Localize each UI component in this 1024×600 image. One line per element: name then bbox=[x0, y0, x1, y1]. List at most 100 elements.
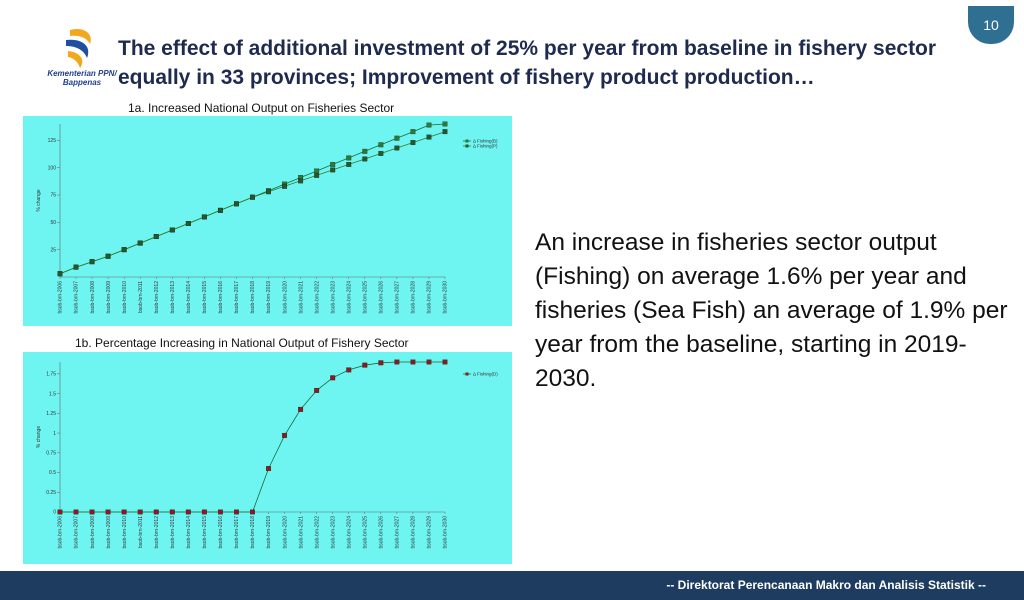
data-point bbox=[330, 375, 336, 381]
x-tick-label: bsob-brn-2021 bbox=[298, 281, 304, 314]
x-tick-label: bsob-brn-2024 bbox=[346, 516, 352, 549]
data-point bbox=[217, 509, 223, 515]
data-point bbox=[153, 234, 159, 240]
legend-marker bbox=[465, 139, 469, 143]
data-point bbox=[442, 121, 448, 127]
x-tick-label: bsob-brn-2020 bbox=[282, 516, 288, 549]
y-tick-label: 1.75 bbox=[46, 372, 56, 378]
y-tick-label: 0.25 bbox=[46, 490, 56, 496]
data-point bbox=[73, 509, 79, 515]
data-point bbox=[314, 168, 320, 174]
chart-1a-panel: 25 50 75 100 125 % change bsob-brn-2006 bsob-br… bbox=[23, 116, 512, 326]
legend-marker bbox=[465, 372, 469, 376]
data-point bbox=[442, 359, 448, 365]
y-tick-label: 75 bbox=[50, 193, 56, 199]
data-point bbox=[410, 140, 416, 146]
x-tick-label: bsob-brn-2028 bbox=[411, 281, 417, 314]
y-axis-label: % change bbox=[36, 189, 42, 211]
x-tick-label: bsob-brn-2009 bbox=[106, 516, 112, 549]
data-point bbox=[330, 167, 336, 173]
data-point bbox=[201, 509, 207, 515]
summary-text: An increase in fisheries sector output (… bbox=[535, 229, 1008, 392]
x-tick-label: bsob-brn-2025 bbox=[362, 516, 368, 549]
data-point bbox=[346, 367, 352, 373]
data-point bbox=[250, 194, 255, 200]
data-point bbox=[394, 359, 400, 365]
data-point bbox=[121, 509, 127, 515]
data-point bbox=[137, 240, 143, 246]
x-tick-label: bsob-brn-2022 bbox=[314, 516, 320, 549]
data-point bbox=[234, 201, 239, 207]
x-tick-label: bsob-brn-2029 bbox=[427, 516, 433, 549]
x-tick-label: bsob-brn-2018 bbox=[250, 281, 256, 314]
x-tick-label: bsob-brn-2027 bbox=[395, 281, 401, 314]
data-point bbox=[426, 359, 432, 365]
chart-1b-panel: 0 0.25 0.5 0.75 1 1.25 1.5 1.75 % change bsob-brn… bbox=[23, 352, 512, 564]
x-tick-label: bsob-brn-2013 bbox=[170, 281, 176, 314]
x-tick-label: bsob-brn-2027 bbox=[395, 516, 401, 549]
y-axis-label: % change bbox=[36, 426, 42, 448]
data-point bbox=[105, 509, 111, 515]
data-point bbox=[121, 247, 127, 253]
x-tick-label: bsob-brn-2022 bbox=[314, 281, 320, 314]
y-tick-label: 125 bbox=[48, 138, 57, 144]
series-line-1 bbox=[59, 131, 446, 275]
x-tick-label: bsob-brn-2008 bbox=[90, 516, 96, 549]
data-point bbox=[378, 151, 384, 156]
page-number: 10 bbox=[983, 17, 999, 33]
data-point bbox=[234, 509, 239, 515]
x-tick-label: bsob-brn-2011 bbox=[138, 516, 144, 548]
data-point bbox=[314, 387, 320, 393]
bappenas-logo bbox=[66, 28, 91, 68]
page-title: The effect of additional investment of 2… bbox=[118, 37, 937, 89]
data-point bbox=[346, 155, 352, 161]
chart-1b: 0 0.25 0.5 0.75 1 1.25 1.5 1.75 % change bsob-brn… bbox=[36, 359, 498, 549]
x-tick-label: bsob-brn-2025 bbox=[362, 281, 368, 314]
x-tick-label: bsob-brn-2012 bbox=[154, 281, 160, 314]
data-point bbox=[73, 264, 79, 270]
x-tick-label: bsob-brn-2020 bbox=[282, 281, 288, 314]
y-tick-label: 50 bbox=[50, 220, 56, 226]
x-tick-label: bsob-brn-2011 bbox=[138, 281, 144, 313]
data-point bbox=[394, 145, 400, 151]
x-tick-label: bsob-brn-2017 bbox=[234, 516, 240, 549]
footer-bar: -- Direktorat Perencanaan Makro dan Anal… bbox=[0, 571, 1024, 600]
data-point bbox=[89, 509, 95, 515]
legend-label: Δ Fishing(P) bbox=[473, 144, 498, 149]
x-tick-label: bsob-brn-2024 bbox=[346, 281, 352, 314]
x-tick-label: bsob-brn-2008 bbox=[90, 281, 96, 314]
data-point bbox=[57, 271, 63, 277]
x-tick-label: bsob-brn-2019 bbox=[266, 516, 272, 549]
chart-1b-caption: 1b. Percentage Increasing in National Ou… bbox=[75, 336, 409, 350]
legend-label: Δ Fishing(D) bbox=[473, 372, 498, 377]
x-tick-label: bsob-brn-2030 bbox=[443, 516, 449, 549]
data-point bbox=[362, 156, 368, 162]
data-point bbox=[362, 362, 368, 368]
data-point bbox=[282, 432, 288, 438]
data-point bbox=[266, 466, 271, 472]
data-point bbox=[201, 214, 207, 220]
x-tick-label: bsob-brn-2010 bbox=[122, 281, 128, 314]
x-tick-label: bsob-brn-2013 bbox=[170, 516, 176, 549]
data-point bbox=[185, 509, 191, 515]
y-tick-label: 25 bbox=[50, 247, 56, 253]
x-tick-label: bsob-brn-2021 bbox=[298, 516, 304, 549]
x-tick-label: bsob-brn-2010 bbox=[122, 516, 128, 549]
chart-1a-caption: 1a. Increased National Output on Fisheri… bbox=[128, 101, 395, 115]
x-tick-label: bsob-brn-2016 bbox=[218, 516, 224, 549]
y-tick-label: 1.5 bbox=[49, 391, 56, 397]
x-tick-label: bsob-brn-2009 bbox=[106, 281, 112, 314]
footer-text: -- Direktorat Perencanaan Makro dan Anal… bbox=[666, 578, 986, 592]
y-tick-label: 0.75 bbox=[46, 450, 56, 456]
data-point bbox=[298, 406, 304, 412]
y-tick-label: 0.5 bbox=[49, 470, 56, 476]
data-point bbox=[378, 360, 384, 366]
x-tick-label: bsob-brn-2030 bbox=[443, 281, 449, 314]
logo-text: Kementerian PPN/ Bappenas bbox=[47, 69, 117, 87]
data-point bbox=[89, 259, 95, 265]
data-point bbox=[378, 142, 384, 148]
data-point bbox=[330, 161, 336, 167]
y-tick-label: 0 bbox=[53, 510, 56, 516]
data-point bbox=[217, 207, 223, 213]
x-tick-label: bsob-brn-2006 bbox=[58, 281, 64, 314]
